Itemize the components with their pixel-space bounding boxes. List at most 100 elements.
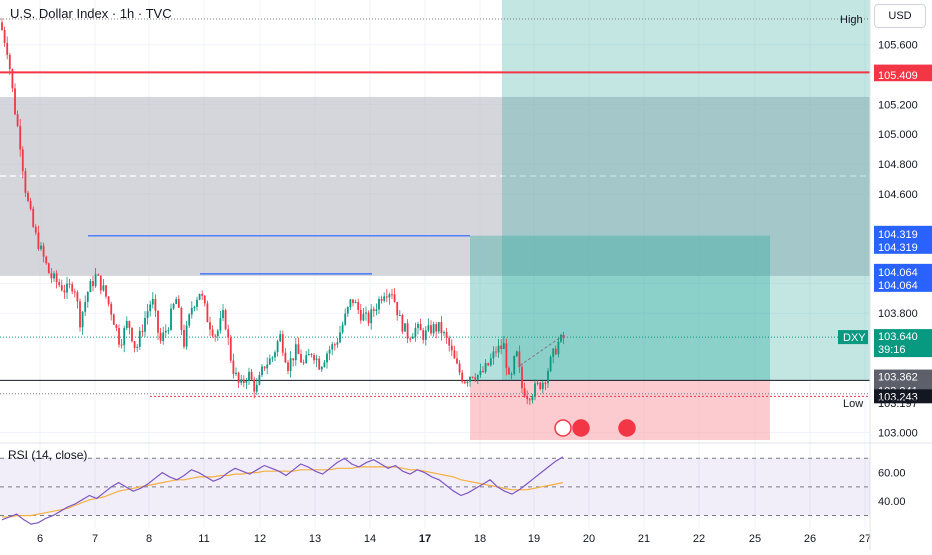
candle-body xyxy=(362,313,365,321)
rsi-line xyxy=(1,456,564,525)
candle-body xyxy=(268,358,271,365)
candle-body xyxy=(388,294,391,298)
us-flag-icon[interactable] xyxy=(572,419,590,437)
candle-body xyxy=(471,376,474,378)
candle-body xyxy=(427,325,430,331)
candle-body xyxy=(349,299,352,308)
current-price-value: 103.640 xyxy=(878,331,918,343)
candle-body xyxy=(276,341,279,353)
candle-body xyxy=(289,358,292,371)
candle-body xyxy=(58,282,61,286)
currency-button[interactable]: USD xyxy=(874,4,926,28)
candle-body xyxy=(302,362,305,364)
price-tick-label: 104.600 xyxy=(878,189,918,201)
price-tick-label: 105.000 xyxy=(878,129,918,141)
x-tick-label: 19 xyxy=(528,533,540,545)
candle-body xyxy=(188,314,191,326)
lightning-icon[interactable] xyxy=(554,419,572,437)
candle-body xyxy=(274,352,276,358)
candle-body xyxy=(385,296,388,298)
us-flag-icon[interactable] xyxy=(618,419,636,437)
candle-body xyxy=(170,308,172,330)
x-tick-label: 25 xyxy=(749,533,761,545)
candle-body xyxy=(541,382,544,389)
candle-body xyxy=(258,375,261,385)
candle-body xyxy=(383,296,386,301)
candle-body xyxy=(16,114,19,126)
candle-body xyxy=(245,380,248,383)
projection-line xyxy=(519,335,564,366)
blue-level-2-top: 104.064 xyxy=(878,267,918,279)
candle-body xyxy=(37,232,40,250)
candle-body xyxy=(424,330,427,340)
candle-body xyxy=(487,363,490,366)
candle-body xyxy=(157,310,159,333)
resistance-bottom-badge xyxy=(874,67,932,82)
candle-body xyxy=(32,208,35,227)
symbol-tag-bg xyxy=(838,330,868,345)
candle-body xyxy=(292,358,295,361)
candle-body xyxy=(1,22,3,30)
candle-body xyxy=(508,368,510,375)
candle-body xyxy=(333,344,336,346)
candle-body xyxy=(136,346,139,348)
candle-body xyxy=(401,314,404,332)
candle-body xyxy=(125,321,128,329)
candle-body xyxy=(357,302,360,310)
candle-body xyxy=(206,303,209,323)
blue-level-1-bottom: 104.319 xyxy=(878,242,918,254)
candle-body xyxy=(29,200,32,209)
x-tick-label: 14 xyxy=(364,533,376,545)
low-value: 103.197 xyxy=(878,398,918,410)
candle-body xyxy=(456,358,458,364)
candle-body xyxy=(287,362,289,371)
candle-body xyxy=(310,354,313,356)
candle-body xyxy=(86,292,89,302)
candle-body xyxy=(307,354,310,356)
candle-body xyxy=(99,275,102,291)
candle-body xyxy=(500,345,503,350)
candle-body xyxy=(305,355,308,363)
candle-body xyxy=(432,324,435,334)
candle-body xyxy=(110,303,113,315)
candle-body xyxy=(466,381,469,384)
candle-body xyxy=(323,362,326,367)
candle-body xyxy=(159,332,162,341)
candle-body xyxy=(177,299,180,308)
candle-body xyxy=(24,171,27,193)
candle-body xyxy=(526,396,529,400)
candle-body xyxy=(515,351,518,357)
candle-body xyxy=(211,329,214,336)
blue-level-1-top: 104.319 xyxy=(878,229,918,241)
candle-body xyxy=(120,344,123,346)
candle-body xyxy=(235,372,237,374)
candle-body xyxy=(502,343,505,350)
candle-body xyxy=(133,341,136,348)
candle-body xyxy=(66,283,68,293)
candle-body xyxy=(255,384,258,392)
candle-body xyxy=(40,245,42,250)
candle-body xyxy=(219,318,222,331)
candle-body xyxy=(344,313,347,325)
candle-body xyxy=(42,245,45,257)
candle-body xyxy=(445,332,448,338)
candle-body xyxy=(372,309,375,312)
candle-body xyxy=(172,303,175,309)
x-tick-label: 12 xyxy=(254,533,266,545)
candle-body xyxy=(458,363,461,373)
target-area-wide xyxy=(502,0,870,381)
price-tick-label: 103.800 xyxy=(878,308,918,320)
candle-body xyxy=(198,293,201,300)
candle-body xyxy=(365,312,367,314)
candle-body xyxy=(131,327,133,342)
candle-body xyxy=(175,299,178,304)
candle-body xyxy=(144,317,146,332)
candle-body xyxy=(183,330,185,347)
price-tick-label: 103.000 xyxy=(878,428,918,440)
candle-body xyxy=(375,309,378,312)
rsi-tick-label: 40.00 xyxy=(878,496,906,508)
x-tick-label: 26 xyxy=(804,533,816,545)
candle-body xyxy=(398,314,401,316)
